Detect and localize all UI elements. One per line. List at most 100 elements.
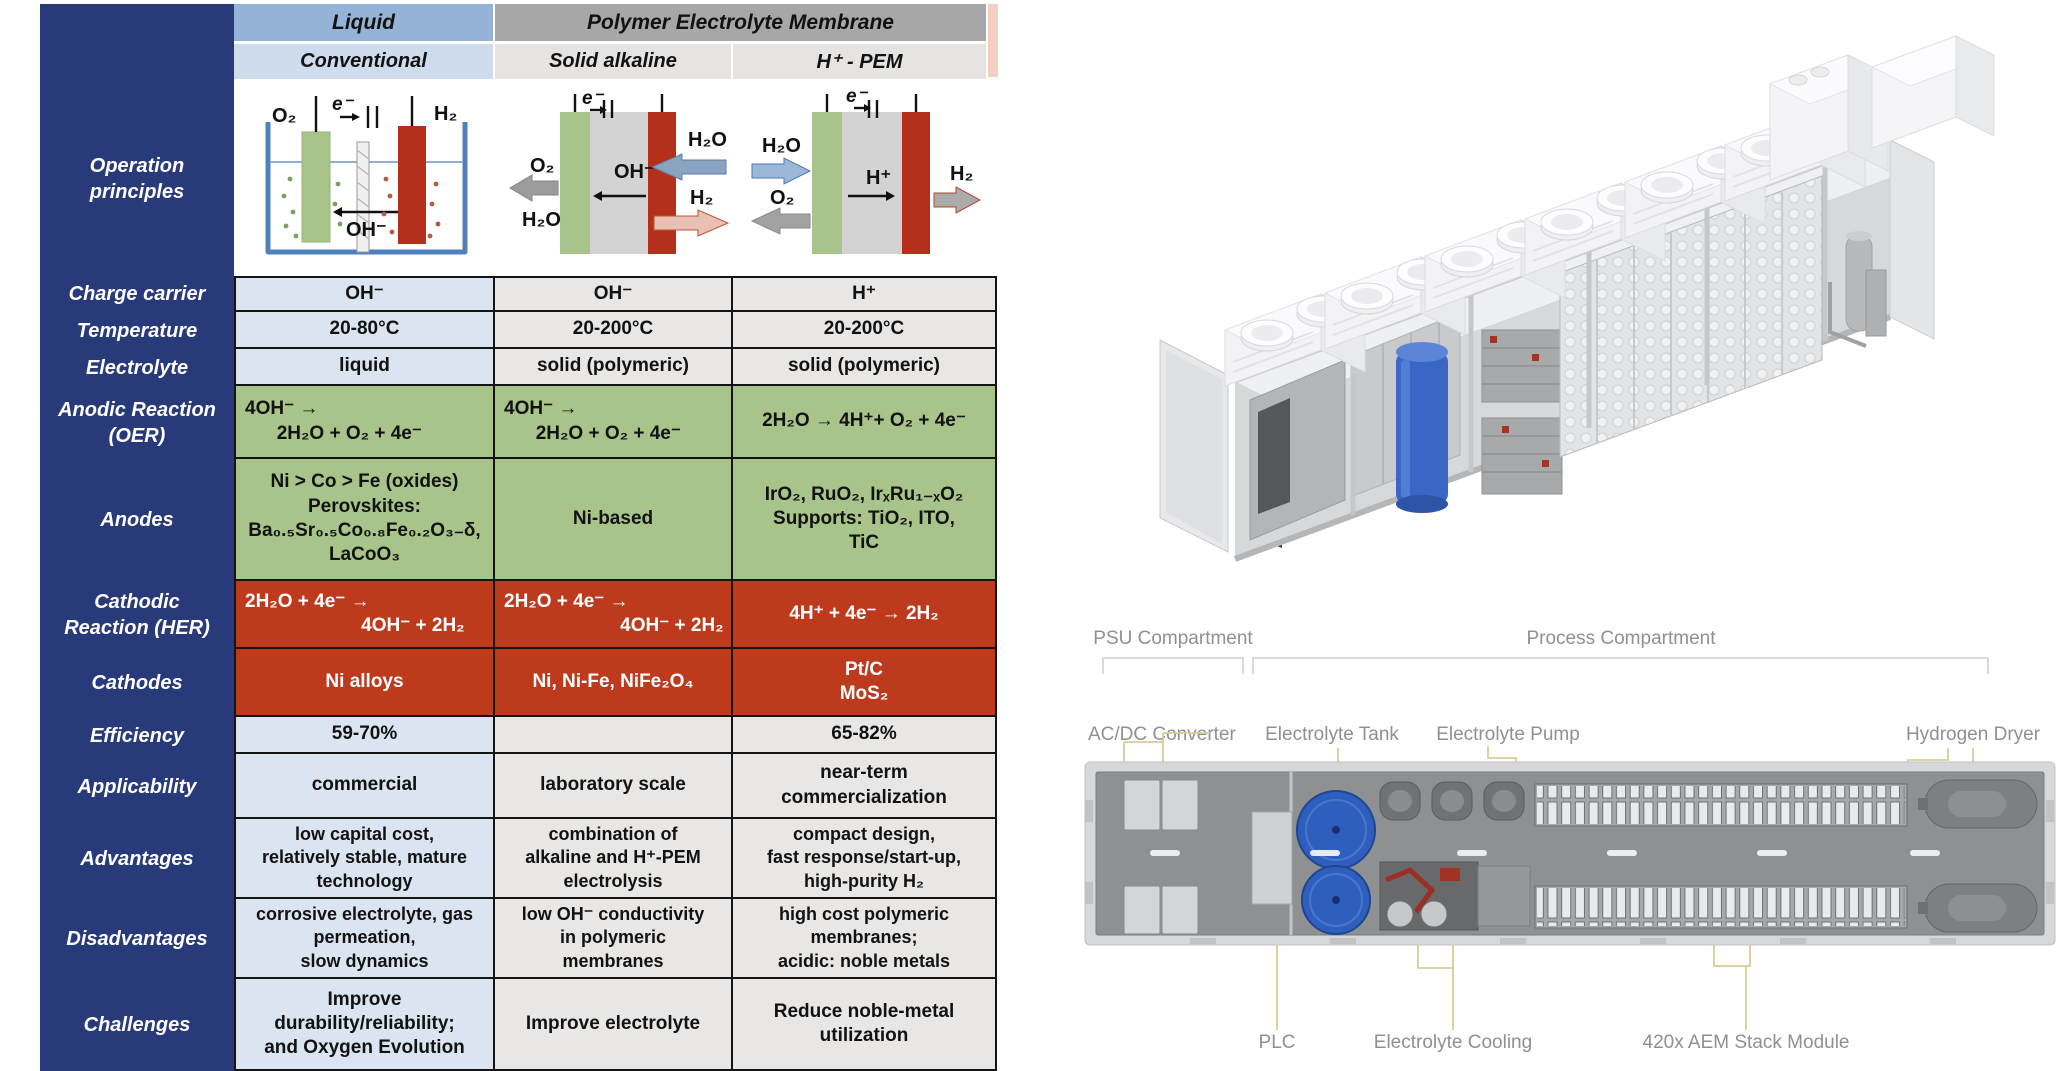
cathode-layer [648, 112, 676, 254]
diagram-conventional: e⁻ O₂ H₂ OH⁻ [265, 94, 467, 255]
wall-ticks [1085, 800, 2054, 944]
group-header-liquid: Liquid [234, 4, 493, 41]
o2-label: O₂ [272, 105, 296, 127]
hydrogen-dryers [1918, 779, 2038, 933]
aem-stack-rows [1534, 783, 1908, 929]
container-end-face [1889, 139, 1935, 340]
container-3d-render [1159, 35, 1996, 562]
electrolysis-comparison-table: Liquid Polymer Electrolyte Membrane Conv… [40, 4, 997, 1071]
plc-label: PLC [1259, 1032, 1296, 1053]
h-plus-arrowhead [886, 191, 895, 201]
row-label-efficiency: Efficiency [89, 724, 185, 747]
process-bracket [1252, 657, 1989, 674]
acdc-converter-cabinets [1123, 779, 1199, 935]
table-cell: combination of alkaline and H⁺-PEM elect… [495, 819, 733, 899]
table-cell: OH⁻ [495, 276, 733, 312]
stack-columns [1481, 329, 1563, 495]
oh-label: OH⁻ [346, 219, 387, 241]
column-header-solid-alkaline: Solid alkaline [495, 44, 731, 79]
h-plus-label: H⁺ [866, 167, 891, 189]
table-cell: low capital cost, relatively stable, mat… [234, 819, 495, 899]
o2-label: O₂ [530, 155, 554, 177]
table-cell: Reduce noble-metal utilization [733, 979, 997, 1071]
h2-out-arrow [653, 209, 730, 237]
table-cell: 4OH⁻ → 2H₂O + O₂ + 4e⁻ [495, 386, 733, 459]
table-cell: Pt/C MoS₂ [733, 649, 997, 717]
anode-layer [560, 112, 590, 254]
oh-arrowhead [593, 191, 602, 201]
process-compartment-label: Process Compartment [1526, 628, 1716, 649]
h2-label: H₂ [950, 163, 973, 185]
table-cell: 4H⁺ + 4e⁻ → 2H₂ [733, 581, 997, 649]
row-label-operation-principles: Operation principles [89, 155, 190, 203]
oh-arrowhead [332, 207, 342, 217]
table-cell: laboratory scale [495, 754, 733, 819]
h2-out-arrow [933, 186, 982, 214]
electrolyte-cooling-label: Electrolyte Cooling [1374, 1032, 1532, 1053]
electron-label: e⁻ [582, 88, 605, 109]
table-cell: H⁺ [733, 276, 997, 312]
sidebar-background [40, 4, 234, 1071]
o2-out-arrow [509, 174, 559, 202]
electron-label: e⁻ [846, 86, 869, 107]
header-edge-strip [988, 4, 998, 77]
electron-arrowhead [351, 113, 360, 121]
electron-arrowhead [864, 104, 871, 112]
table-cell: OH⁻ [234, 276, 495, 312]
membrane-layer [842, 112, 902, 254]
table-cell: solid (polymeric) [495, 349, 733, 386]
circuit-wires [573, 94, 664, 118]
row-label-challenges: Challenges [83, 1014, 191, 1036]
electrolyte-pumps [1379, 781, 1525, 821]
circuit-wires [825, 94, 918, 118]
h2o-out-label: H₂O [522, 209, 561, 231]
psu-bracket [1102, 657, 1244, 674]
h2o-in-label: H₂O [688, 129, 727, 151]
row-label-charge-carrier: Charge carrier [68, 283, 206, 305]
hydrogen-bubbles [381, 176, 440, 239]
diagram-solid-alkaline: e⁻ OH⁻ O₂ H₂O H₂O H₂ [509, 88, 730, 254]
table-cell: Ni, Ni-Fe, NiFe₂O₄ [495, 649, 733, 717]
floor-plan-drawing [1084, 761, 2056, 946]
table-cell: solid (polymeric) [733, 349, 997, 386]
table-cell: IrO₂, RuO₂, IrₓRu₁₋ₓO₂ Supports: TiO₂, I… [733, 459, 997, 581]
electrolyte-cooling-unit [1379, 861, 1531, 931]
table-cell: 2H₂O + 4e⁻ → 4OH⁻ + 2H₂ [234, 581, 495, 649]
oxygen-bubbles [281, 176, 342, 239]
table-cell: 59-70% [234, 717, 495, 754]
circuit-wires [314, 96, 413, 132]
h2o-in-arrow [650, 153, 727, 181]
o2-label: O₂ [770, 187, 794, 209]
row-label-electrolyte: Electrolyte [85, 356, 189, 379]
table-cell: Improve electrolyte [495, 979, 733, 1071]
table-cell: low OH⁻ conductivity in polymeric membra… [495, 899, 733, 979]
table-cell: 4OH⁻ → 2H₂O + O₂ + 4e⁻ [234, 386, 495, 459]
row-label-anodic-reaction: Anodic Reaction (OER) [58, 398, 222, 447]
anode-layer [812, 112, 842, 254]
aisle-lights [1150, 850, 1940, 856]
table-cell: 20-80°C [234, 312, 495, 349]
hydrogen-dryer-label: Hydrogen Dryer [1906, 724, 2041, 745]
table-cell: compact design, fast response/start-up, … [733, 819, 997, 899]
row-label-disadvantages: Disadvantages [66, 928, 208, 950]
electrolyte-tanks [1296, 790, 1376, 935]
electron-arrowhead [600, 106, 607, 114]
floor-plan-figure: PSU Compartment Process Compartment AC/D… [1084, 628, 2056, 1053]
table-cell: Ni-based [495, 459, 733, 581]
separator-hatch [356, 149, 369, 240]
h2-label: H₂ [690, 187, 713, 209]
rooftop-box-large [1870, 35, 1996, 149]
psu-compartment-label: PSU Compartment [1093, 628, 1253, 649]
aem-stack-module-label: 420x AEM Stack Module [1643, 1032, 1850, 1053]
table-cell: liquid [234, 349, 495, 386]
table-cell [495, 717, 733, 754]
table-cell: near-term commercialization [733, 754, 997, 819]
anode-electrode [301, 131, 330, 243]
electrolyte-tank-label: Electrolyte Tank [1265, 724, 1399, 745]
column-header-conventional: Conventional [234, 44, 493, 79]
table-cell: Improve durability/reliability; and Oxyg… [234, 979, 495, 1071]
h2o-in-label: H₂O [762, 135, 801, 157]
cathode-layer [902, 112, 930, 254]
electrolyte-pump-label: Electrolyte Pump [1436, 724, 1580, 745]
